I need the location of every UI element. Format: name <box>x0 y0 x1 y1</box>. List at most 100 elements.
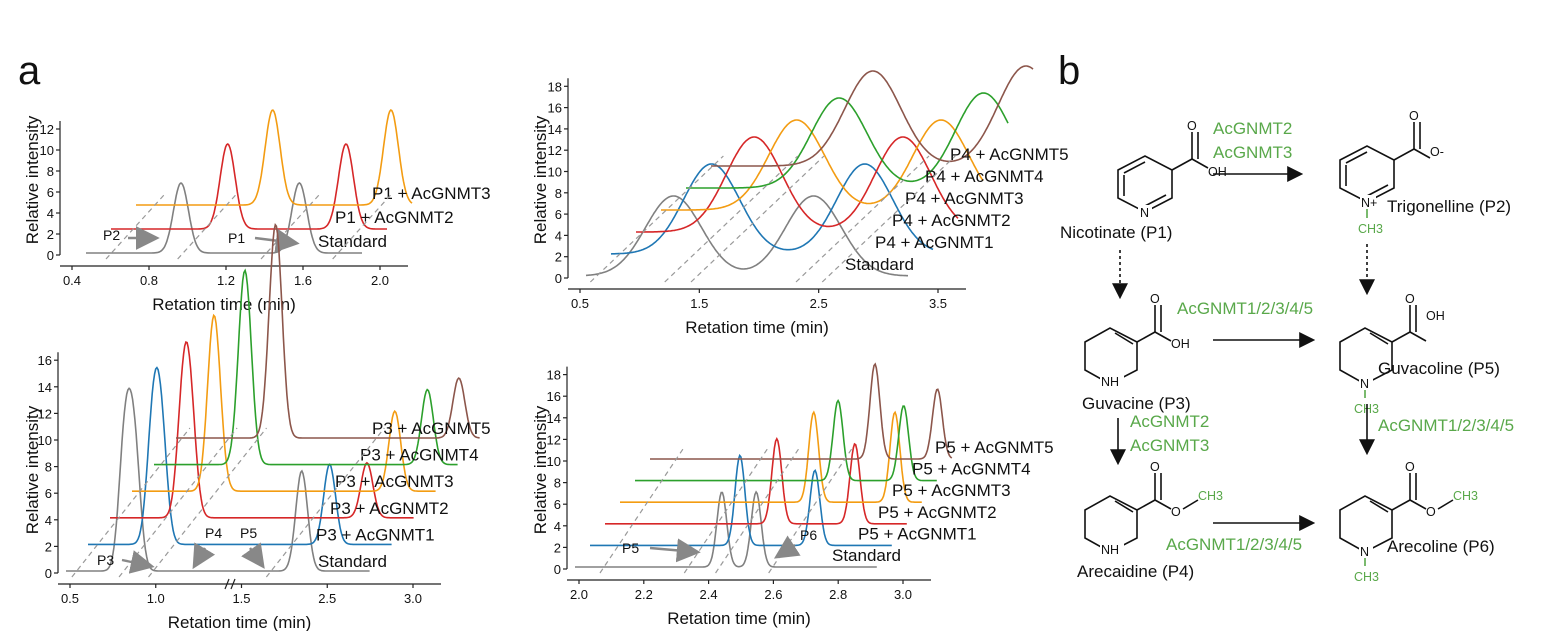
y-tick-label: 12 <box>547 432 561 447</box>
compound-p4: Arecaidine (P4) <box>1077 562 1194 581</box>
perspective-guide <box>71 427 191 578</box>
peak-annotation: P3 <box>97 552 114 568</box>
y-tick-label: 4 <box>47 206 54 221</box>
x-tick-label: 0.5 <box>571 296 589 311</box>
chromatogram-trace <box>575 490 877 568</box>
series-label: P4 + AcGNMT1 <box>875 233 994 252</box>
enzyme-p1-p2-a: AcGNMT2 <box>1213 119 1292 138</box>
chromatogram-trace <box>605 436 907 525</box>
y-tick-label: 10 <box>548 165 562 180</box>
chromatogram-trace <box>66 387 370 572</box>
y-tick-label: 12 <box>40 122 54 137</box>
atom-n-3: N <box>1360 545 1369 559</box>
structure-guvacoline <box>1339 305 1427 398</box>
y-tick-label: 2 <box>554 540 561 555</box>
enzyme-p3-p4-a: AcGNMT2 <box>1130 412 1209 431</box>
y-tick-label: 0 <box>47 248 54 263</box>
x-tick-label: 1.6 <box>294 273 312 288</box>
chromatogram-trace <box>136 108 413 206</box>
series-label: P1 + AcGNMT3 <box>372 184 491 203</box>
perspective-guide <box>690 155 825 283</box>
series-label: P3 + AcGNMT1 <box>316 525 435 544</box>
series-label: Standard <box>832 546 901 565</box>
series-label: Standard <box>318 552 387 571</box>
y-tick-label: 2 <box>45 539 52 554</box>
atom-ch3-p4: CH3 <box>1198 489 1223 503</box>
y-tick-label: 2 <box>47 227 54 242</box>
chromatogram-trace <box>711 65 1034 167</box>
atom-o-minus: O- <box>1430 145 1444 159</box>
chromatogram-trace <box>585 195 908 277</box>
chromatogram-trace <box>620 410 922 503</box>
chromatogram-trace <box>686 92 1009 189</box>
atom-oh-3: OH <box>1426 309 1445 323</box>
y-tick-label: 10 <box>40 143 54 158</box>
y-tick-label: 4 <box>555 228 562 243</box>
series-label: Standard <box>845 255 914 274</box>
atom-oh-2: OH <box>1171 337 1190 351</box>
peak-annotation: P1 <box>228 230 245 246</box>
compound-p1: Nicotinate (P1) <box>1060 223 1172 242</box>
compound-p2: Trigonelline (P2) <box>1387 197 1511 216</box>
series-label: P3 + AcGNMT4 <box>360 446 479 465</box>
axis-break <box>224 578 230 590</box>
x-tick-label: 3.0 <box>894 587 912 602</box>
y-tick-label: 6 <box>47 185 54 200</box>
pathway-diagram: O OH N Nicotinate (P1) O O- N+ CH3 Trigo… <box>1060 109 1514 584</box>
x-axis-label: Retation time (min) <box>667 609 811 628</box>
chromatogram-trace <box>650 362 953 460</box>
compound-p3: Guvacine (P3) <box>1082 394 1191 413</box>
chart-p5: 0 2 4 6 8 10 12 14 16 18 2.0 2.2 2.4 2.6 2.8 3.0 Retatio… <box>531 362 1054 628</box>
perspective-guide <box>683 448 768 574</box>
annotation-arrow <box>121 550 155 574</box>
structure-guvacine <box>1084 305 1172 385</box>
x-axis-label: Retation time (min) <box>685 318 829 337</box>
series-label: P4 + AcGNMT3 <box>905 189 1024 208</box>
perspective-guide <box>265 427 385 578</box>
y-tick-label: 16 <box>548 101 562 116</box>
x-tick-label: 2.0 <box>570 587 588 602</box>
y-tick-label: 2 <box>555 250 562 265</box>
y-tick-label: 16 <box>38 353 52 368</box>
chromatogram-trace <box>110 341 414 519</box>
chromatogram-trace <box>661 119 984 211</box>
chromatogram-trace <box>154 268 458 466</box>
atom-nh-2: NH <box>1101 543 1119 557</box>
series-label: P4 + AcGNMT4 <box>925 167 1044 186</box>
compound-p6: Arecoline (P6) <box>1387 537 1495 556</box>
enzyme-p5-p6: AcGNMT1/2/3/4/5 <box>1378 416 1514 435</box>
atom-o-2: O <box>1409 109 1419 123</box>
x-tick-label: 0.4 <box>63 273 81 288</box>
atom-o: O <box>1187 119 1197 133</box>
x-tick-label: 1.0 <box>147 591 165 606</box>
y-tick-label: 16 <box>547 389 561 404</box>
perspective-guide <box>795 155 930 283</box>
y-tick-label: 8 <box>554 476 561 491</box>
y-axis-label: Relative intensity <box>23 405 42 534</box>
atom-o-4: O <box>1405 292 1415 306</box>
perspective-guide <box>821 155 956 283</box>
atom-oh: OH <box>1208 165 1227 179</box>
series-label: P3 + AcGNMT2 <box>330 499 449 518</box>
atom-nh: NH <box>1101 375 1119 389</box>
enzyme-p4-p6: AcGNMT1/2/3/4/5 <box>1166 535 1302 554</box>
chromatogram-trace <box>88 366 392 546</box>
structure-arecaidine <box>1084 473 1199 553</box>
series-label: P5 + AcGNMT5 <box>935 438 1054 457</box>
y-tick-label: 14 <box>547 411 561 426</box>
atom-o-5: O <box>1150 460 1160 474</box>
enzyme-p3-p5: AcGNMT1/2/3/4/5 <box>1177 299 1313 318</box>
atom-o-7: O <box>1405 460 1415 474</box>
atom-n-2: N <box>1360 377 1369 391</box>
y-tick-label: 18 <box>547 368 561 383</box>
chromatogram-trace <box>176 222 480 439</box>
y-tick-label: 0 <box>45 566 52 581</box>
atom-ch3-p6: CH3 <box>1354 570 1379 584</box>
chromatogram-trace <box>86 182 362 254</box>
series-label: P3 + AcGNMT5 <box>372 419 491 438</box>
y-axis-label: Relative intensity <box>23 115 42 244</box>
x-tick-label: 0.5 <box>61 591 79 606</box>
atom-o-8: O <box>1426 505 1436 519</box>
y-tick-label: 14 <box>38 380 52 395</box>
